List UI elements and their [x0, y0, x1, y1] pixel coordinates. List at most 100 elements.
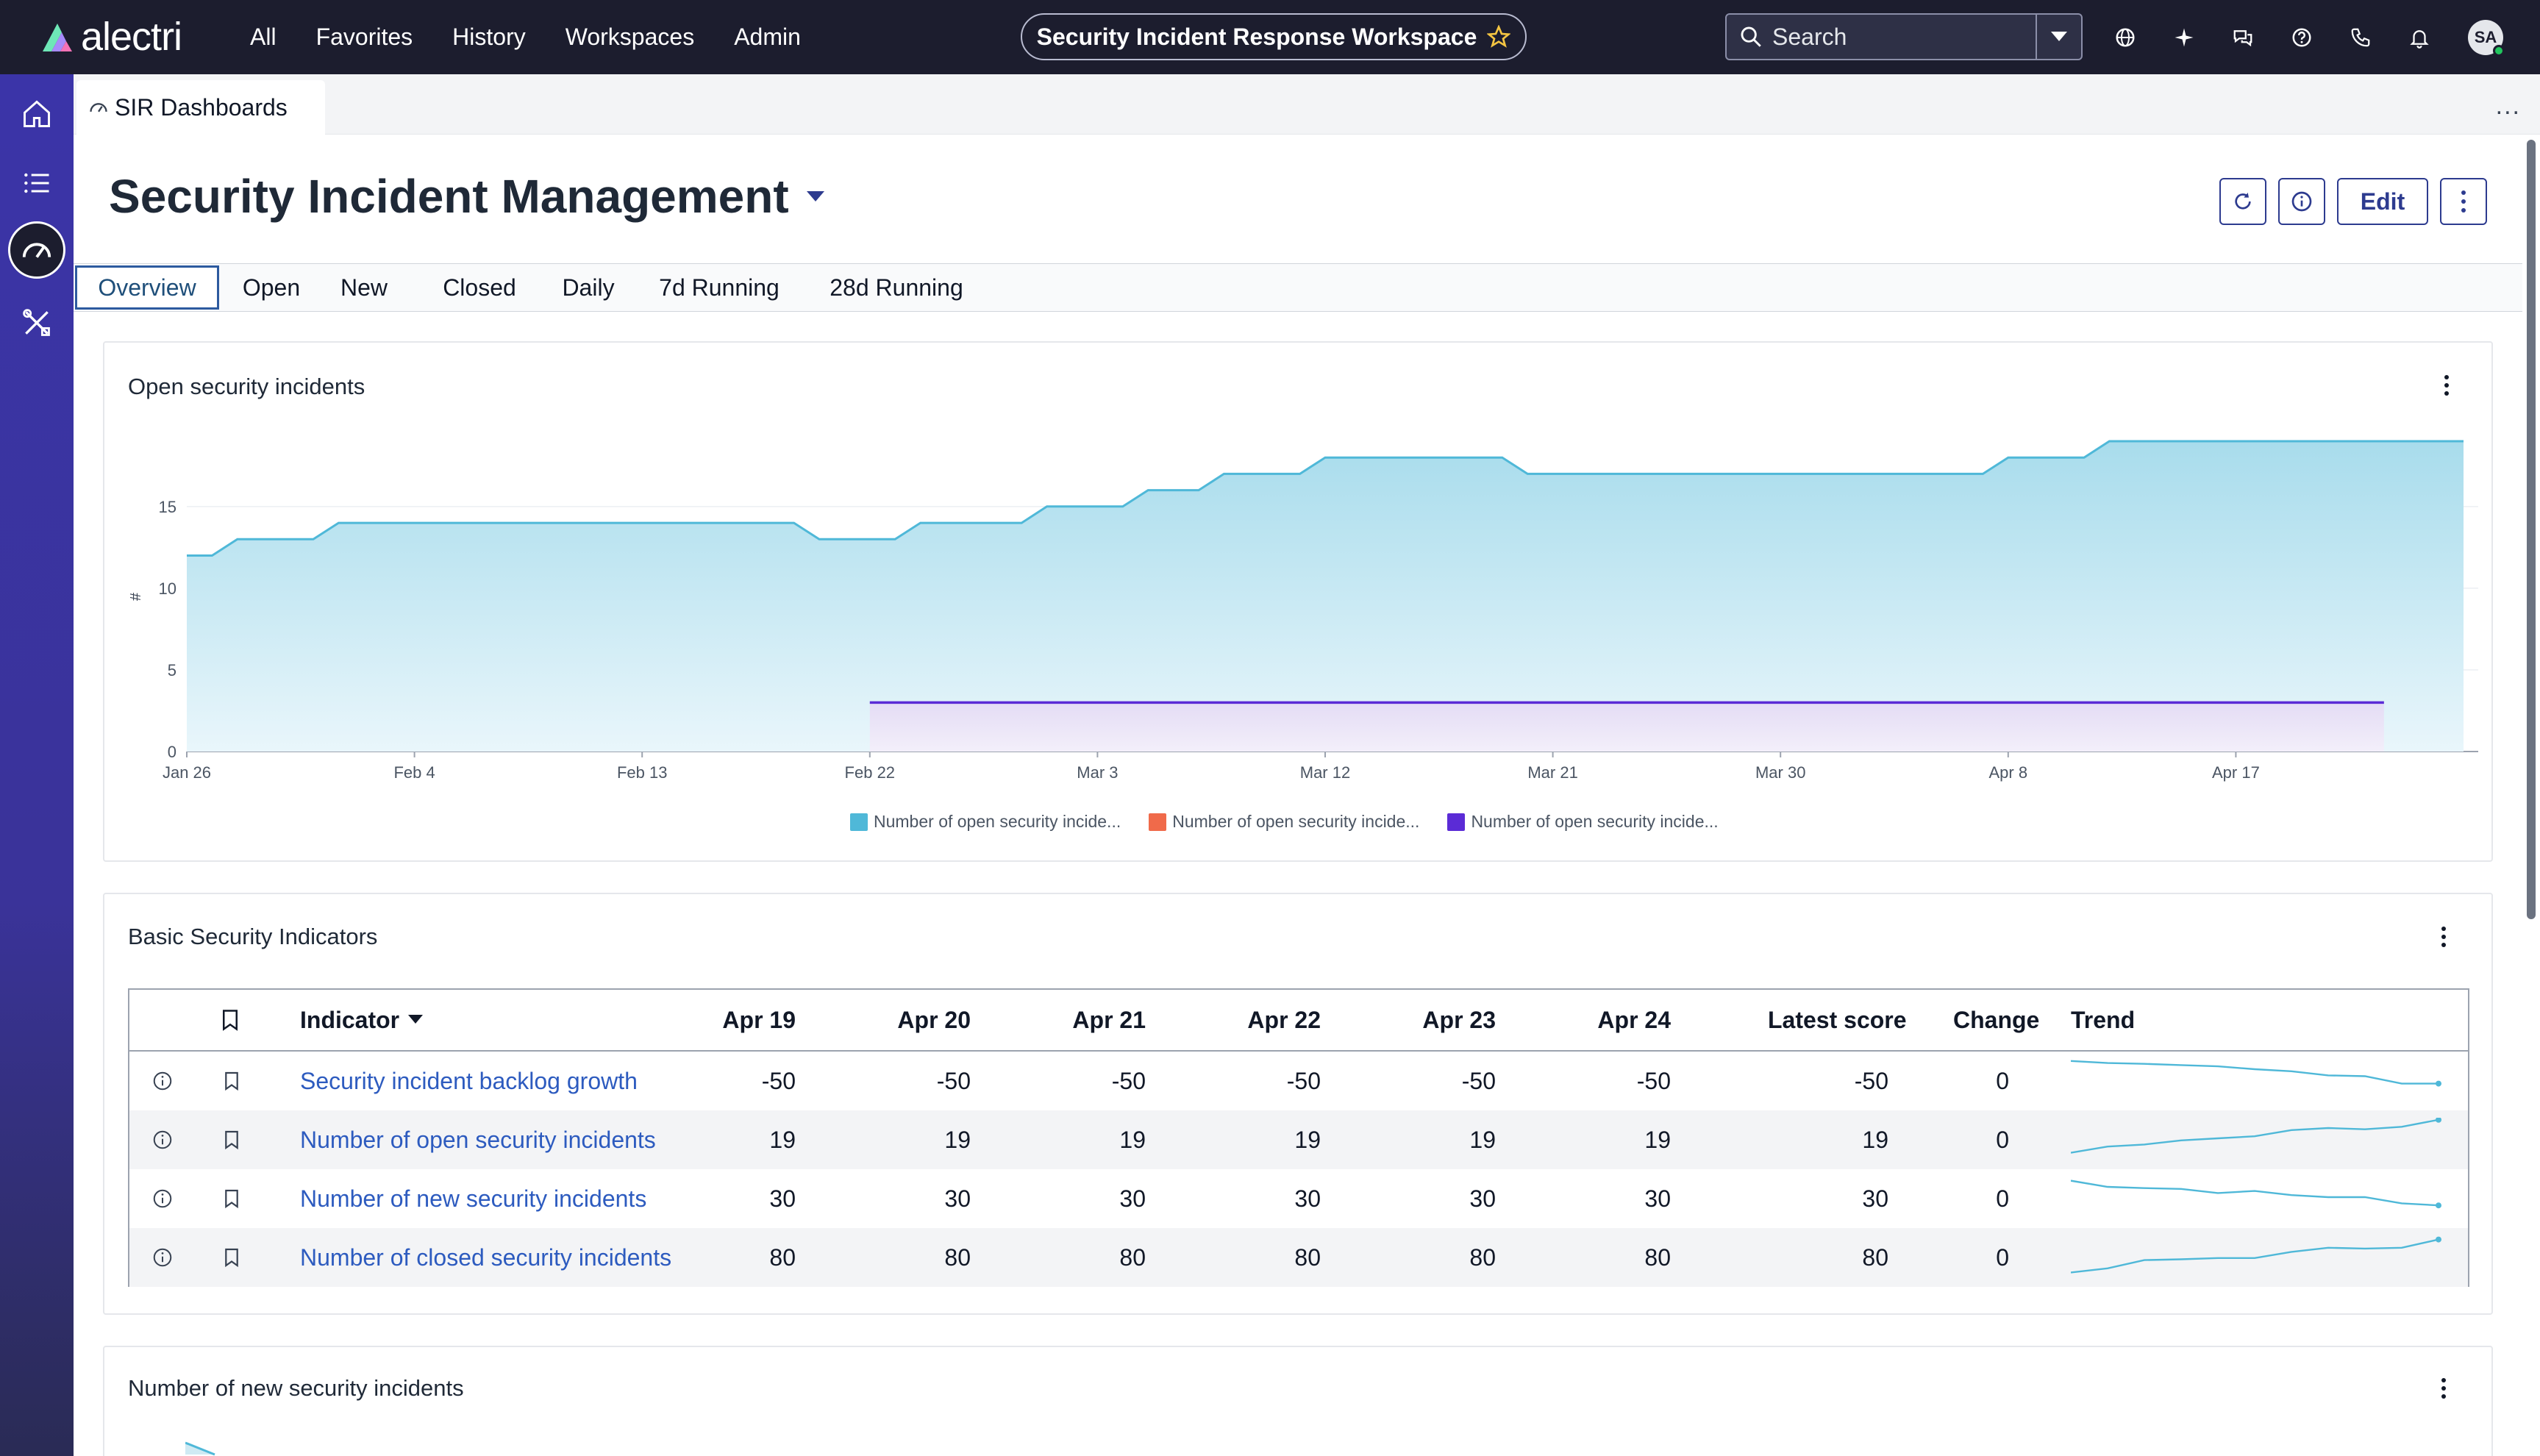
- bookmark-icon[interactable]: [224, 1228, 240, 1287]
- vertical-scrollbar[interactable]: [2527, 140, 2536, 919]
- tools-icon[interactable]: [13, 299, 60, 346]
- nav-admin[interactable]: Admin: [734, 24, 801, 50]
- trend-sparkline[interactable]: [2071, 1052, 2446, 1110]
- phone-icon[interactable]: [2346, 23, 2375, 52]
- tab-sir-dashboards[interactable]: SIR Dashboards: [76, 80, 325, 135]
- table-row[interactable]: Security incident backlog growth -50 -50 -5…: [129, 1052, 2468, 1110]
- legend-item[interactable]: Number of open security incide...: [850, 812, 1121, 832]
- home-icon[interactable]: [13, 90, 60, 138]
- nav-favorites[interactable]: Favorites: [315, 24, 413, 50]
- bookmark-icon[interactable]: [224, 1169, 240, 1228]
- score-cell: -50: [1111, 1067, 1146, 1094]
- logo[interactable]: alectri: [37, 15, 182, 59]
- tab-new[interactable]: New: [340, 274, 388, 301]
- tab-7d-running[interactable]: 7d Running: [659, 274, 780, 301]
- card-title: Basic Security Indicators: [128, 924, 378, 949]
- dashboard-gauge-icon[interactable]: [8, 221, 65, 279]
- bookmark-header-icon[interactable]: [221, 990, 240, 1050]
- card-menu-kebab-icon[interactable]: [2443, 375, 2450, 396]
- column-header-date[interactable]: Apr 20: [897, 1006, 971, 1033]
- column-header-trend[interactable]: Trend: [2071, 1006, 2136, 1033]
- column-header-date[interactable]: Apr 19: [722, 1006, 796, 1033]
- more-tabs-icon[interactable]: ...: [2495, 92, 2521, 120]
- card-menu-kebab-icon[interactable]: [2440, 927, 2447, 947]
- tab-open[interactable]: Open: [242, 274, 301, 301]
- star-icon[interactable]: [1487, 25, 1511, 49]
- score-cell: -50: [1461, 1067, 1496, 1094]
- refresh-button[interactable]: [2219, 178, 2266, 225]
- table-row[interactable]: Number of closed security incidents 80 80 8…: [129, 1228, 2468, 1287]
- list-icon[interactable]: [13, 160, 60, 207]
- dashboard-title[interactable]: Security Incident Management: [109, 169, 824, 224]
- column-header-date[interactable]: Apr 24: [1597, 1006, 1671, 1033]
- column-header-indicator[interactable]: Indicator: [300, 990, 424, 1050]
- column-header-date[interactable]: Apr 23: [1422, 1006, 1496, 1033]
- edit-button[interactable]: Edit: [2337, 178, 2428, 225]
- caret-down-icon: [2051, 32, 2067, 41]
- score-cell: 30: [1294, 1185, 1321, 1212]
- bookmark-icon[interactable]: [224, 1110, 240, 1169]
- user-initials: SA: [2474, 27, 2497, 46]
- user-avatar[interactable]: SA: [2468, 19, 2505, 57]
- tab-closed[interactable]: Closed: [443, 274, 516, 301]
- table-row[interactable]: Number of new security incidents 30 30 30 30…: [129, 1169, 2468, 1228]
- change-cell: 0: [1996, 1185, 2009, 1212]
- bell-icon[interactable]: [2405, 23, 2434, 52]
- legend-item[interactable]: Number of open security incide...: [1447, 812, 1719, 832]
- tab-daily[interactable]: Daily: [562, 274, 615, 301]
- trend-sparkline[interactable]: [2071, 1228, 2446, 1287]
- caret-down-icon[interactable]: [806, 191, 824, 201]
- header-divider: [129, 1050, 2468, 1052]
- info-icon[interactable]: [151, 1228, 174, 1287]
- indicator-link[interactable]: Security incident backlog growth: [300, 1067, 638, 1094]
- globe-icon[interactable]: [2111, 23, 2140, 52]
- indicator-link[interactable]: Number of open security incidents: [300, 1126, 656, 1153]
- trend-sparkline[interactable]: [2071, 1169, 2446, 1228]
- legend-label: Number of open security incide...: [1172, 812, 1420, 831]
- column-header-change[interactable]: Change: [1953, 1006, 2040, 1033]
- tab-overview[interactable]: Overview: [75, 265, 219, 310]
- score-cell: 80: [1644, 1243, 1671, 1271]
- y-tick-label: 15: [159, 498, 176, 516]
- legend-item[interactable]: Number of open security incide...: [1149, 812, 1419, 832]
- column-header-date[interactable]: Apr 22: [1247, 1006, 1321, 1033]
- table-row[interactable]: Number of open security incidents 19 19 19 1…: [129, 1110, 2468, 1169]
- chat-icon[interactable]: [2228, 23, 2258, 52]
- help-icon[interactable]: [2287, 23, 2316, 52]
- workspace-selector[interactable]: Security Incident Response Workspace: [1021, 13, 1527, 60]
- legend-swatch: [1447, 813, 1466, 831]
- refresh-icon: [2235, 193, 2251, 210]
- column-header-date[interactable]: Apr 21: [1072, 1006, 1146, 1033]
- search-input[interactable]: [1772, 23, 2015, 51]
- latest-score-cell: 80: [1862, 1243, 1888, 1271]
- search-scope-dropdown[interactable]: [2036, 15, 2081, 59]
- indicator-link[interactable]: Number of new security incidents: [300, 1185, 647, 1212]
- score-cell: -50: [1636, 1067, 1671, 1094]
- score-cell: 80: [1469, 1243, 1496, 1271]
- trend-sparkline[interactable]: [2071, 1110, 2446, 1169]
- info-icon[interactable]: [151, 1110, 174, 1169]
- sparkline-path: [2071, 1060, 2439, 1085]
- more-options-button[interactable]: [2440, 178, 2487, 225]
- bookmark-icon[interactable]: [224, 1052, 240, 1110]
- info-icon[interactable]: [151, 1052, 174, 1110]
- score-cell: -50: [761, 1067, 796, 1094]
- score-cell: -50: [936, 1067, 971, 1094]
- y-axis-unit-label: #: [128, 592, 145, 602]
- nav-all[interactable]: All: [250, 24, 277, 50]
- global-search[interactable]: [1725, 13, 2083, 60]
- nav-workspaces[interactable]: Workspaces: [565, 24, 695, 50]
- area-fill-series-3: [869, 702, 2384, 752]
- indicator-link[interactable]: Number of closed security incidents: [300, 1243, 672, 1271]
- nav-history[interactable]: History: [452, 24, 526, 50]
- card-menu-kebab-icon[interactable]: [2440, 1378, 2447, 1399]
- sparkle-icon[interactable]: [2169, 23, 2199, 52]
- app-tab-strip: SIR Dashboards ...: [74, 74, 2540, 135]
- tab-28d-running[interactable]: 28d Running: [830, 274, 963, 301]
- info-button[interactable]: [2278, 178, 2325, 225]
- x-tick-label: Feb 22: [845, 763, 896, 782]
- latest-score-cell: 30: [1862, 1185, 1888, 1212]
- column-header-latest-score[interactable]: Latest score: [1768, 1006, 1907, 1033]
- score-cell: 19: [1644, 1126, 1671, 1153]
- info-icon[interactable]: [151, 1169, 174, 1228]
